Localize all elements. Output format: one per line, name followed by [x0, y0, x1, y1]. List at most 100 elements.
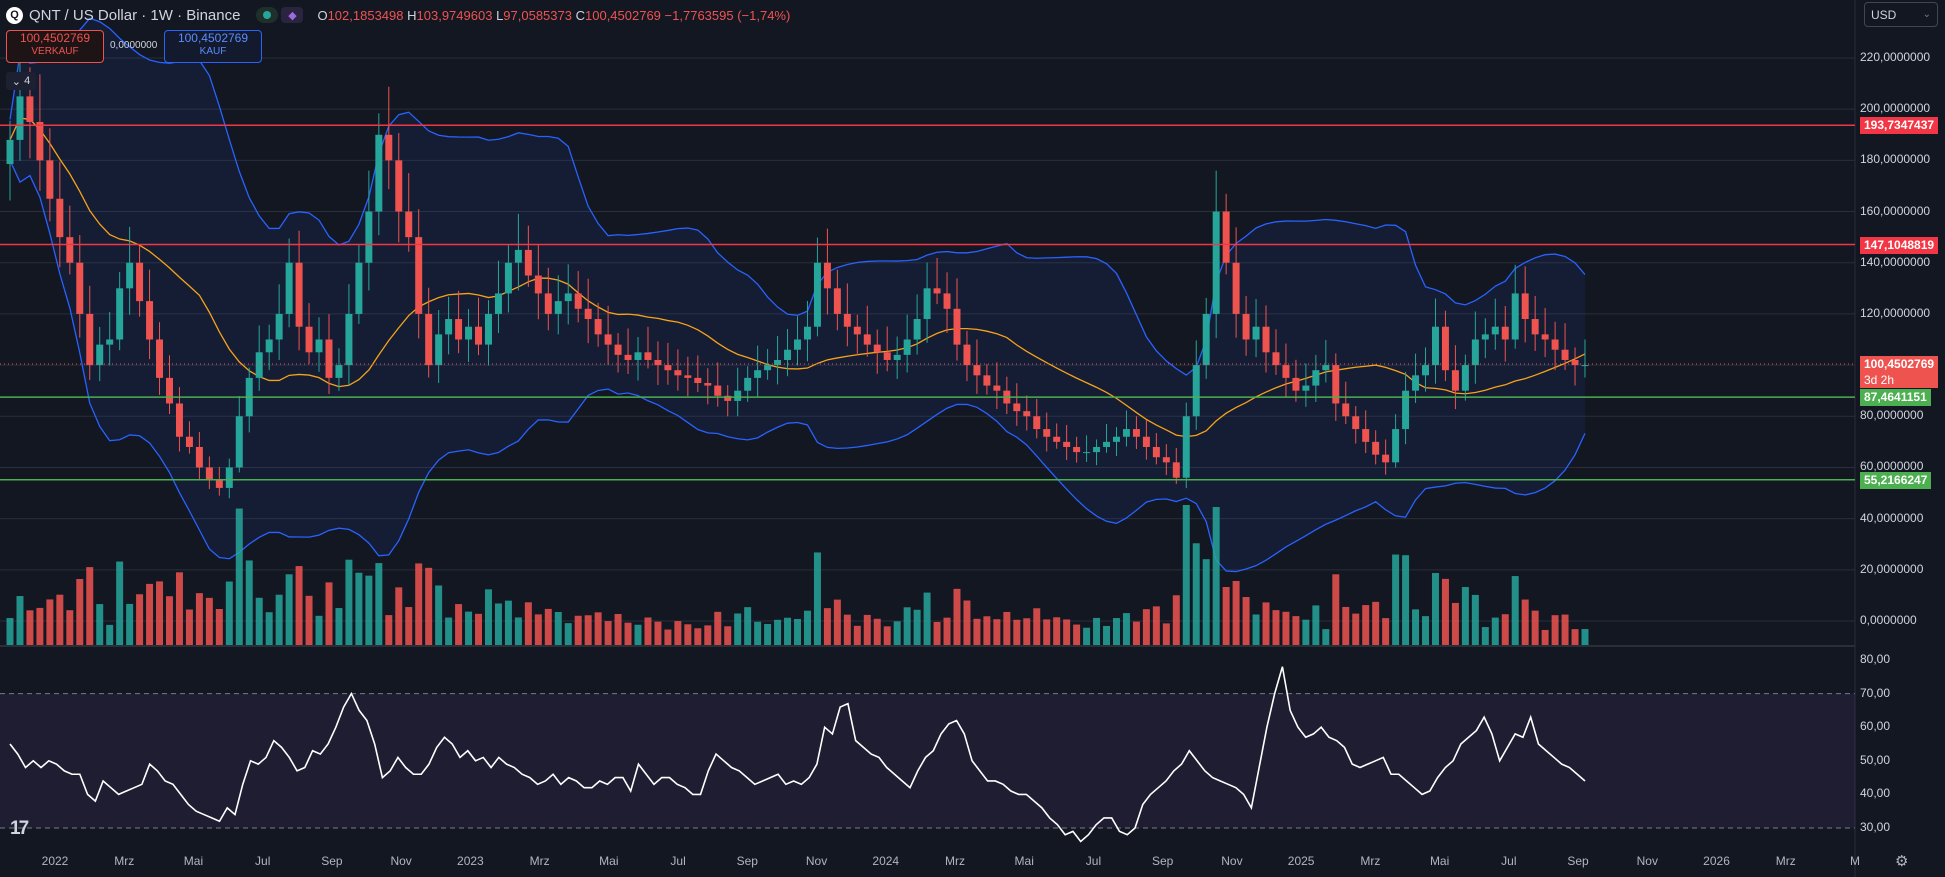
volume-bar	[684, 624, 692, 645]
volume-bar	[66, 610, 74, 645]
volume-bar	[484, 589, 492, 645]
candle-body	[1142, 436, 1150, 447]
volume-bar	[265, 612, 273, 645]
candle-body	[285, 262, 293, 314]
volume-bar	[275, 594, 283, 645]
symbol-title[interactable]: QNT / US Dollar · 1W · Binance	[29, 6, 241, 24]
candle-body	[1192, 365, 1200, 417]
chart-header: Q QNT / US Dollar · 1W · Binance ◆ O102,…	[6, 4, 790, 26]
candle-body	[1402, 390, 1410, 430]
candle-body	[1461, 365, 1469, 391]
level-price-tag: 147,1048819	[1860, 236, 1939, 254]
volume-bar	[694, 628, 702, 645]
volume-bar	[983, 616, 991, 645]
candle-body	[1103, 441, 1111, 447]
candle-body	[1561, 349, 1569, 360]
volume-bar	[46, 599, 54, 645]
volume-bar	[704, 625, 712, 645]
volume-bar	[714, 611, 722, 645]
volume-bar	[534, 614, 542, 645]
candle-body	[634, 352, 642, 360]
volume-bar	[1332, 574, 1340, 645]
candle-body	[295, 262, 303, 327]
volume-bar	[933, 621, 941, 645]
candle-body	[1093, 446, 1101, 453]
candle-body	[604, 334, 612, 345]
candle-body	[106, 339, 114, 345]
candle-body	[883, 352, 891, 360]
volume-bar	[724, 626, 732, 645]
volume-bar	[1521, 599, 1529, 645]
candle-body	[544, 293, 552, 314]
candle-body	[1023, 411, 1031, 417]
time-tick-label: Mrz	[1360, 854, 1381, 868]
tradingview-logo[interactable]: 17	[10, 818, 29, 839]
candle-body	[1053, 436, 1061, 442]
candle-body	[1352, 416, 1360, 430]
candle-body	[1372, 441, 1380, 455]
candle-body	[275, 313, 283, 340]
candle-body	[365, 211, 373, 263]
volume-bar	[255, 597, 263, 645]
candle-body	[724, 395, 732, 401]
volume-bar	[1511, 576, 1519, 645]
candle-body	[1362, 429, 1370, 442]
candle-body	[873, 344, 881, 353]
volume-bar	[1481, 627, 1489, 645]
volume-bar	[943, 617, 951, 645]
candle-body	[235, 416, 243, 468]
volume-bar	[1103, 625, 1111, 645]
indicators-icon[interactable]: ◆	[281, 7, 304, 23]
candle-body	[863, 334, 871, 345]
volume-bar	[1581, 629, 1589, 645]
spread-value: 0,0000000	[110, 40, 158, 51]
candle-body	[1392, 429, 1400, 463]
volume-bar	[106, 624, 114, 645]
volume-bar	[1541, 629, 1549, 645]
volume-bar	[415, 563, 423, 645]
volume-bar	[175, 572, 183, 645]
volume-bar	[1212, 507, 1220, 645]
candle-body	[475, 326, 483, 345]
candle-body	[494, 293, 502, 314]
time-tick-label: Sep	[1567, 854, 1589, 868]
volume-bar	[774, 619, 782, 645]
candle-body	[554, 301, 562, 314]
volume-bar	[1083, 627, 1091, 645]
volume-bar	[504, 600, 512, 645]
currency-select[interactable]: USD ⌄	[1864, 2, 1938, 27]
candle-body	[1451, 370, 1459, 391]
candle-body	[903, 339, 911, 355]
volume-bar	[225, 581, 233, 645]
volume-bar	[1003, 611, 1011, 645]
volume-bar	[794, 618, 801, 645]
candle-body	[584, 308, 592, 320]
volume-bar	[195, 593, 203, 645]
time-tick-label: Jul	[1085, 854, 1102, 868]
time-tick-label: Sep	[321, 854, 343, 868]
time-tick-label: Nov	[805, 854, 828, 868]
sell-button[interactable]: 100,4502769 VERKAUF	[6, 30, 104, 63]
volume-bar	[1451, 602, 1459, 645]
candle-body	[405, 211, 413, 238]
candle-body	[455, 319, 463, 340]
time-tick-label: Mai	[183, 854, 204, 868]
volume-bar	[136, 594, 144, 645]
horizontal-levels[interactable]	[0, 124, 1855, 481]
candle-body	[843, 313, 851, 327]
volume-bar	[156, 581, 164, 645]
volume-bar	[883, 626, 891, 645]
volume-bar	[205, 597, 213, 645]
volume-bar	[355, 572, 363, 645]
volume-bar	[305, 595, 313, 645]
time-tick-label: Mai	[599, 854, 619, 868]
price-grid	[0, 0, 1856, 877]
candle-body	[524, 249, 532, 276]
candle-body	[764, 365, 772, 371]
collapse-indicators-button[interactable]: ⌄ 4	[6, 72, 36, 90]
buy-button[interactable]: 100,4502769 KAUF	[164, 30, 262, 63]
gear-icon[interactable]: ⚙	[1895, 853, 1909, 870]
volume-bar	[564, 623, 572, 645]
volume-bars	[6, 505, 1589, 645]
